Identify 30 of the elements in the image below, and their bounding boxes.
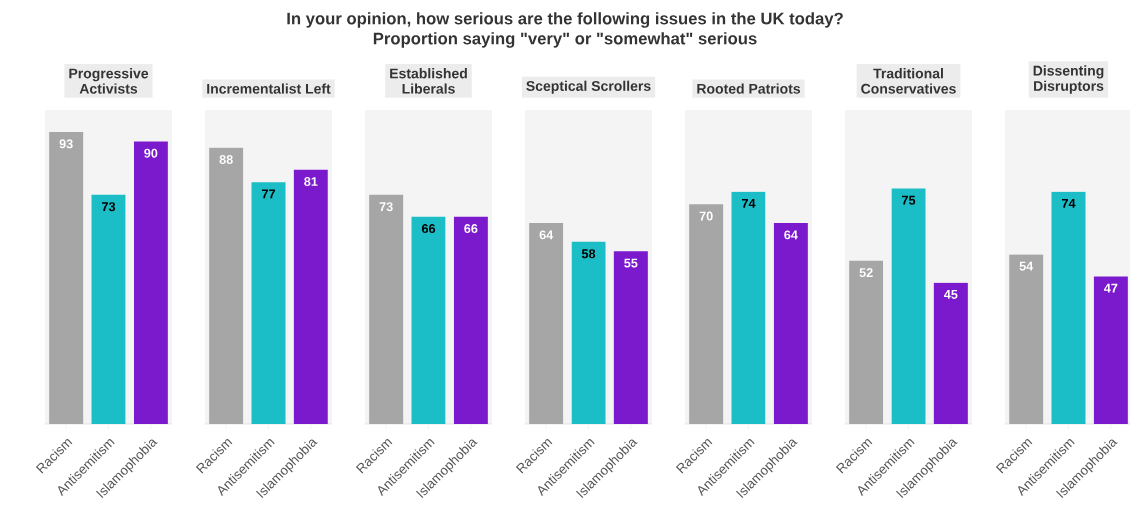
data-label: 47	[1103, 283, 1118, 293]
data-label: 55	[624, 258, 638, 268]
text: In your opinion, how serious are the following issues in the UK today?	[287, 12, 843, 28]
chart-title: Dissenting Disruptors	[1033, 65, 1104, 94]
chart-title: Sceptical Scrollers	[526, 80, 651, 94]
data-label: 70	[699, 211, 713, 221]
chart-title: Traditional Conservatives	[861, 68, 956, 94]
chart-title: Rooted Patriots	[697, 83, 801, 94]
data-label: 81	[304, 177, 318, 186]
data-label: 74	[742, 199, 756, 208]
chart-title: Established Liberals	[390, 68, 467, 94]
data-label: 88	[219, 155, 233, 165]
data-label: 66	[464, 224, 478, 234]
data-label: 77	[262, 189, 275, 199]
data-label: 73	[379, 202, 393, 212]
data-label: 58	[581, 249, 596, 259]
data-label: 52	[859, 268, 873, 278]
data-label: 64	[539, 230, 554, 240]
data-label: 74	[1062, 199, 1076, 208]
data-label: 66	[421, 224, 436, 234]
data-label: 45	[943, 290, 958, 299]
data-label: 93	[59, 139, 73, 149]
data-label: 64	[784, 230, 798, 240]
text: Proportion saying "very" or "somewhat" serious	[373, 32, 757, 48]
data-label: 73	[102, 202, 116, 212]
data-label: 54	[1019, 261, 1034, 271]
chart-title: Incrementalist Left	[207, 83, 331, 94]
data-label: 75	[902, 195, 916, 205]
data-label: 90	[144, 148, 158, 158]
chart-title: Progressive Activists	[69, 68, 149, 94]
